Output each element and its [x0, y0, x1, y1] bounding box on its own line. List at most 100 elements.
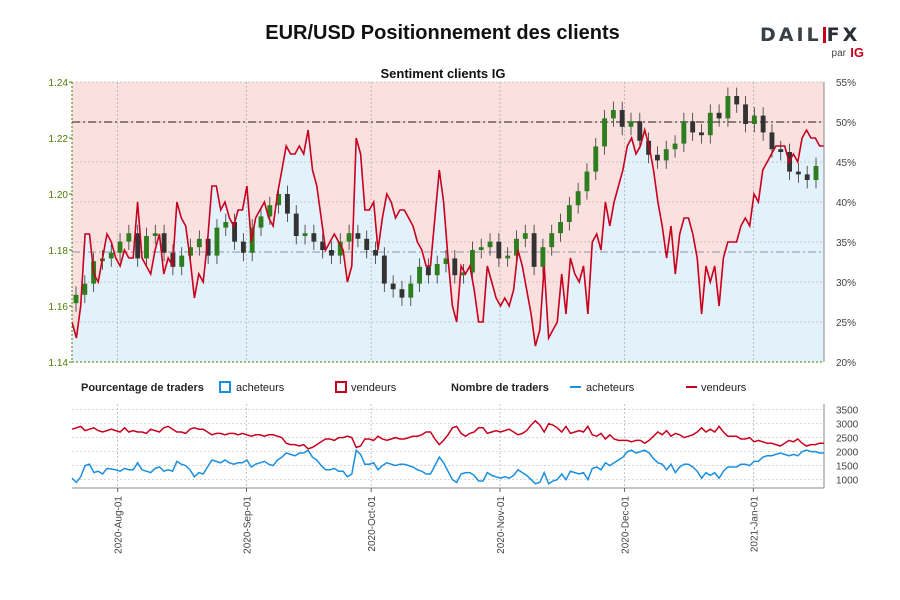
legend-buyers-label: acheteurs — [236, 382, 285, 394]
candle-body — [399, 289, 405, 298]
candle-body — [804, 174, 810, 180]
candle-body — [663, 149, 669, 161]
price-tick-label: 1.14 — [49, 358, 69, 369]
candle-body — [566, 205, 572, 222]
candle-body — [496, 241, 502, 259]
candle-body — [337, 241, 343, 256]
candle-body — [302, 233, 308, 236]
candle-body — [575, 191, 581, 206]
candle-body — [425, 266, 431, 276]
candle-body — [408, 283, 414, 298]
candle-body — [179, 255, 185, 267]
price-tick-label: 1.20 — [49, 190, 69, 201]
candle-body — [514, 238, 519, 256]
count-tick-label: 2500 — [836, 434, 859, 445]
chart-title: EUR/USD Positionnement des clients — [265, 22, 620, 44]
candle-body — [381, 255, 387, 284]
candle-body — [725, 96, 731, 119]
x-tick-label: 2020-Nov-01 — [496, 496, 507, 554]
sellers-line — [71, 126, 824, 347]
candle-body — [690, 121, 696, 133]
price-tick-label: 1.22 — [49, 134, 69, 145]
candle-body — [699, 132, 704, 136]
candle-body — [540, 247, 546, 267]
percent-tick-label: 20% — [836, 358, 856, 369]
candle-body — [320, 241, 326, 250]
candle-body — [549, 233, 555, 248]
buyers-count-line — [71, 448, 824, 485]
candle-body — [223, 222, 229, 228]
x-tick-label: 2020-Aug-01 — [114, 496, 125, 554]
candle-body — [813, 166, 819, 180]
percent-tick-label: 40% — [836, 198, 856, 209]
candle-body — [346, 233, 352, 242]
candle-body — [108, 252, 114, 259]
x-tick-label: 2021-Jan-01 — [749, 496, 760, 553]
count-tick-label: 3000 — [836, 420, 859, 431]
candle-body — [531, 233, 537, 267]
x-axis: 2020-Aug-01 2020-Sep-01 2020-Oct-01 2020-No… — [114, 488, 760, 554]
candle-body — [417, 266, 423, 284]
candle-body — [610, 110, 616, 119]
candle-body — [434, 264, 440, 276]
chart-subtitle: Sentiment clients IG — [381, 66, 506, 81]
x-tick-label: 2020-Dec-01 — [621, 496, 632, 554]
legend-sellers-label: vendeurs — [351, 382, 397, 394]
candle-body — [196, 238, 202, 248]
percent-tick-label: 50% — [836, 118, 856, 129]
logo-wordmark: DAIL FX — [760, 24, 861, 46]
legend-count-label: Nombre de traders — [451, 382, 549, 394]
candle-body — [240, 241, 246, 253]
count-tick-label: 2000 — [836, 448, 859, 459]
candle-body — [795, 171, 801, 175]
count-tick-label: 1000 — [836, 476, 859, 487]
candle-body — [469, 250, 475, 273]
candle-body — [461, 272, 467, 276]
candle-body — [769, 132, 775, 150]
count-tick-label: 3500 — [836, 406, 859, 417]
buyers-region — [72, 130, 824, 362]
price-tick-label: 1.24 — [49, 78, 69, 89]
candle-body — [602, 118, 608, 147]
candle-body — [637, 121, 643, 141]
price-tick-label: 1.16 — [49, 302, 69, 313]
candle-body — [707, 112, 713, 136]
candle-body — [743, 104, 748, 124]
candle-body — [267, 205, 273, 217]
logo-ig-text: IG — [850, 45, 864, 60]
candle-body — [654, 154, 660, 161]
legend-sellers-box — [335, 381, 347, 393]
candle-body — [778, 149, 784, 152]
candle-body — [558, 222, 563, 234]
count-tick-label: 1500 — [836, 462, 859, 473]
logo-par-text: par — [831, 48, 846, 59]
percent-tick-label: 45% — [836, 158, 856, 169]
candle-body — [232, 222, 238, 242]
candle-body — [681, 121, 687, 144]
candle-body — [760, 115, 766, 133]
candle-body — [152, 233, 158, 236]
sellers-count-line — [71, 419, 824, 450]
candle-body — [478, 247, 484, 250]
percent-tick-label: 30% — [836, 278, 856, 289]
candle-body — [584, 171, 590, 192]
candle-body — [73, 294, 79, 304]
candle-body — [452, 258, 458, 276]
main-plot-area: 20% 25% 30% 35% 40% 45% 50% 55% 1.14 1.16 1.18 1.20… — [49, 78, 857, 369]
candle-body — [373, 250, 378, 256]
candle-body — [311, 233, 317, 242]
candle-body — [364, 238, 370, 250]
count-plot-area: 1000 1500 2000 2500 3000 3500 — [71, 404, 859, 489]
percent-tick-label: 55% — [836, 78, 856, 89]
dailyfx-logo: DAIL FX par IG — [760, 24, 870, 60]
x-tick-label: 2020-Oct-01 — [367, 496, 378, 552]
candle-body — [82, 283, 88, 295]
legend-buyers-box — [219, 381, 231, 393]
candle-body — [258, 216, 264, 228]
candle-body — [505, 255, 511, 259]
legend: Pourcentage de traders acheteurs vendeur… — [81, 381, 747, 394]
legend-percentage-label: Pourcentage de traders — [81, 382, 204, 394]
percent-tick-label: 25% — [836, 318, 856, 329]
candle-body — [716, 112, 722, 119]
